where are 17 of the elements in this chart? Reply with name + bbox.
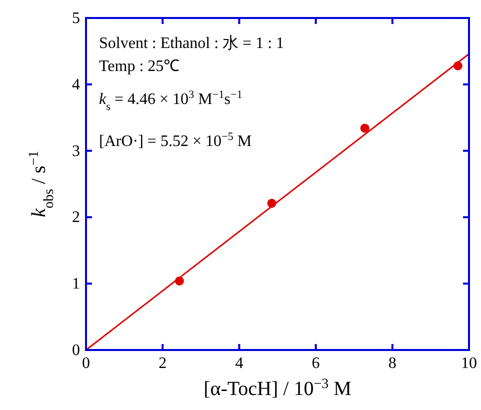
annotation: k$_{s}$ = 4.46 × 10$^{3}$ M$^{−1}$s$^{−1}$: [99, 89, 242, 113]
y-tick-label: 2: [72, 209, 80, 226]
x-tick-label: 10: [461, 355, 477, 372]
x-tick-label: 4: [235, 355, 244, 372]
annotation: Temp : 25℃: [99, 58, 180, 75]
y-tick-label: 0: [72, 342, 80, 359]
x-tick-label: 2: [158, 355, 167, 372]
point: [360, 124, 370, 133]
annotation: [ArO·] = 5.52 × 10$^{−5}$ M: [99, 131, 252, 150]
x-tick-label: 6: [312, 355, 320, 372]
annotation: Solvent : Ethanol : 水 = 1 : 1: [99, 34, 284, 52]
y-tick-label: 4: [72, 76, 80, 94]
y-tick-label: 1: [72, 276, 80, 293]
x-tick-label: 8: [388, 355, 396, 372]
y-tick-label: 3: [72, 142, 80, 160]
x-axis-title: [α-TocH] / 10$^{−3}$ M: [204, 376, 352, 400]
y-tick-label: 5: [72, 10, 80, 27]
